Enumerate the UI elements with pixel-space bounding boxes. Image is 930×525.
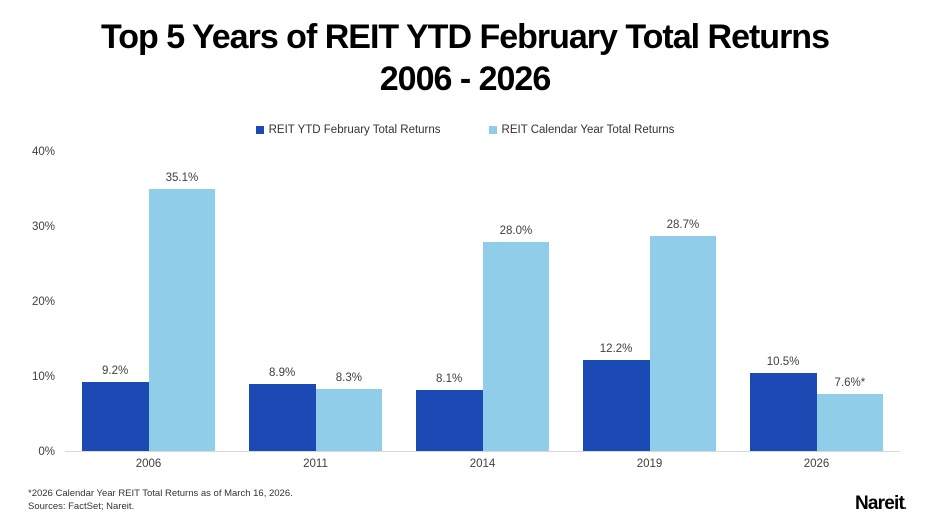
footnote-line: Sources: FactSet; Nareit. <box>28 500 135 512</box>
legend-item-0: REIT YTD February Total Returns <box>255 124 441 136</box>
bar-value-label: 7.6%* <box>834 377 866 390</box>
chart-title-line2: 2006 - 2026 <box>379 60 551 98</box>
bar-group-2026: 10.5% 7.6%* 2026 <box>733 152 900 470</box>
bar-group-2019: 12.2% 28.7% 2019 <box>566 152 733 470</box>
y-tick-label: 30% <box>31 221 55 233</box>
legend-label: REIT Calendar Year Total Returns <box>501 124 675 136</box>
bar-2006-series-1: 35.1% <box>148 172 216 451</box>
bar-2011-series-1: 8.3% <box>315 372 383 451</box>
bar-group-2011: 8.9% 8.3% 2011 <box>232 152 399 470</box>
bar-value-label: 28.0% <box>499 224 533 237</box>
x-category-label: 2006 <box>135 458 162 470</box>
legend-swatch-icon <box>255 126 264 134</box>
bar-value-label: 28.7% <box>666 219 700 232</box>
nareit-logo-text: Nareit <box>854 493 905 514</box>
bar-2019-series-1: 28.7% <box>649 219 717 451</box>
y-tick-label: 10% <box>31 371 55 383</box>
bar-2011-series-0: 8.9% <box>248 367 316 451</box>
legend-swatch-icon <box>488 126 497 134</box>
bar-value-label: 8.1% <box>435 373 463 386</box>
y-tick-label: 20% <box>31 296 55 308</box>
y-tick-label: 40% <box>31 146 55 158</box>
chart-title-line1: Top 5 Years of REIT YTD February Total R… <box>101 18 830 56</box>
chart-title: Top 5 Years of REIT YTD February Total R… <box>10 16 920 100</box>
bar-value-label: 9.2% <box>101 365 129 378</box>
footnote-line: *2026 Calendar Year REIT Total Returns a… <box>28 488 293 499</box>
bar-2006-series-0: 9.2% <box>81 365 149 451</box>
plot-area: 9.2% 35.1% 2006 8.9% 8.3% 2011 8.1% 28.0% 2014 12… <box>65 152 900 470</box>
bar-2019-series-0: 12.2% <box>582 343 650 451</box>
bar-value-label: 10.5% <box>766 355 800 368</box>
bar-2014-series-0: 8.1% <box>415 373 483 451</box>
bar-2014-series-1: 28.0% <box>482 225 550 451</box>
x-category-label: 2026 <box>803 458 830 470</box>
legend: REIT YTD February Total Returns REIT Cale… <box>0 124 930 136</box>
x-category-label: 2019 <box>636 458 663 470</box>
footnotes: *2026 Calendar Year REIT Total Returns a… <box>28 488 293 513</box>
bar-chart: 9.2% 35.1% 2006 8.9% 8.3% 2011 8.1% 28.0% 2014 12… <box>32 146 900 470</box>
bar-value-label: 8.3% <box>335 371 362 384</box>
y-tick-label: 0% <box>38 446 55 458</box>
bar-value-label: 8.9% <box>268 367 296 380</box>
legend-label: REIT YTD February Total Returns <box>268 124 441 136</box>
x-category-label: 2011 <box>303 458 328 470</box>
bar-2026-series-1: 7.6%* <box>816 377 884 451</box>
bar-group-2014: 8.1% 28.0% 2014 <box>399 152 566 470</box>
bar-group-2006: 9.2% 35.1% 2006 <box>65 152 232 470</box>
legend-item-1: REIT Calendar Year Total Returns <box>488 124 675 136</box>
x-category-label: 2014 <box>469 458 496 470</box>
bar-value-label: 12.2% <box>599 342 633 355</box>
bar-value-label: 35.1% <box>165 171 199 184</box>
nareit-logo-dot: . <box>904 501 907 512</box>
bar-2026-series-0: 10.5% <box>749 356 817 451</box>
nareit-logo: Nareit. <box>854 493 907 515</box>
